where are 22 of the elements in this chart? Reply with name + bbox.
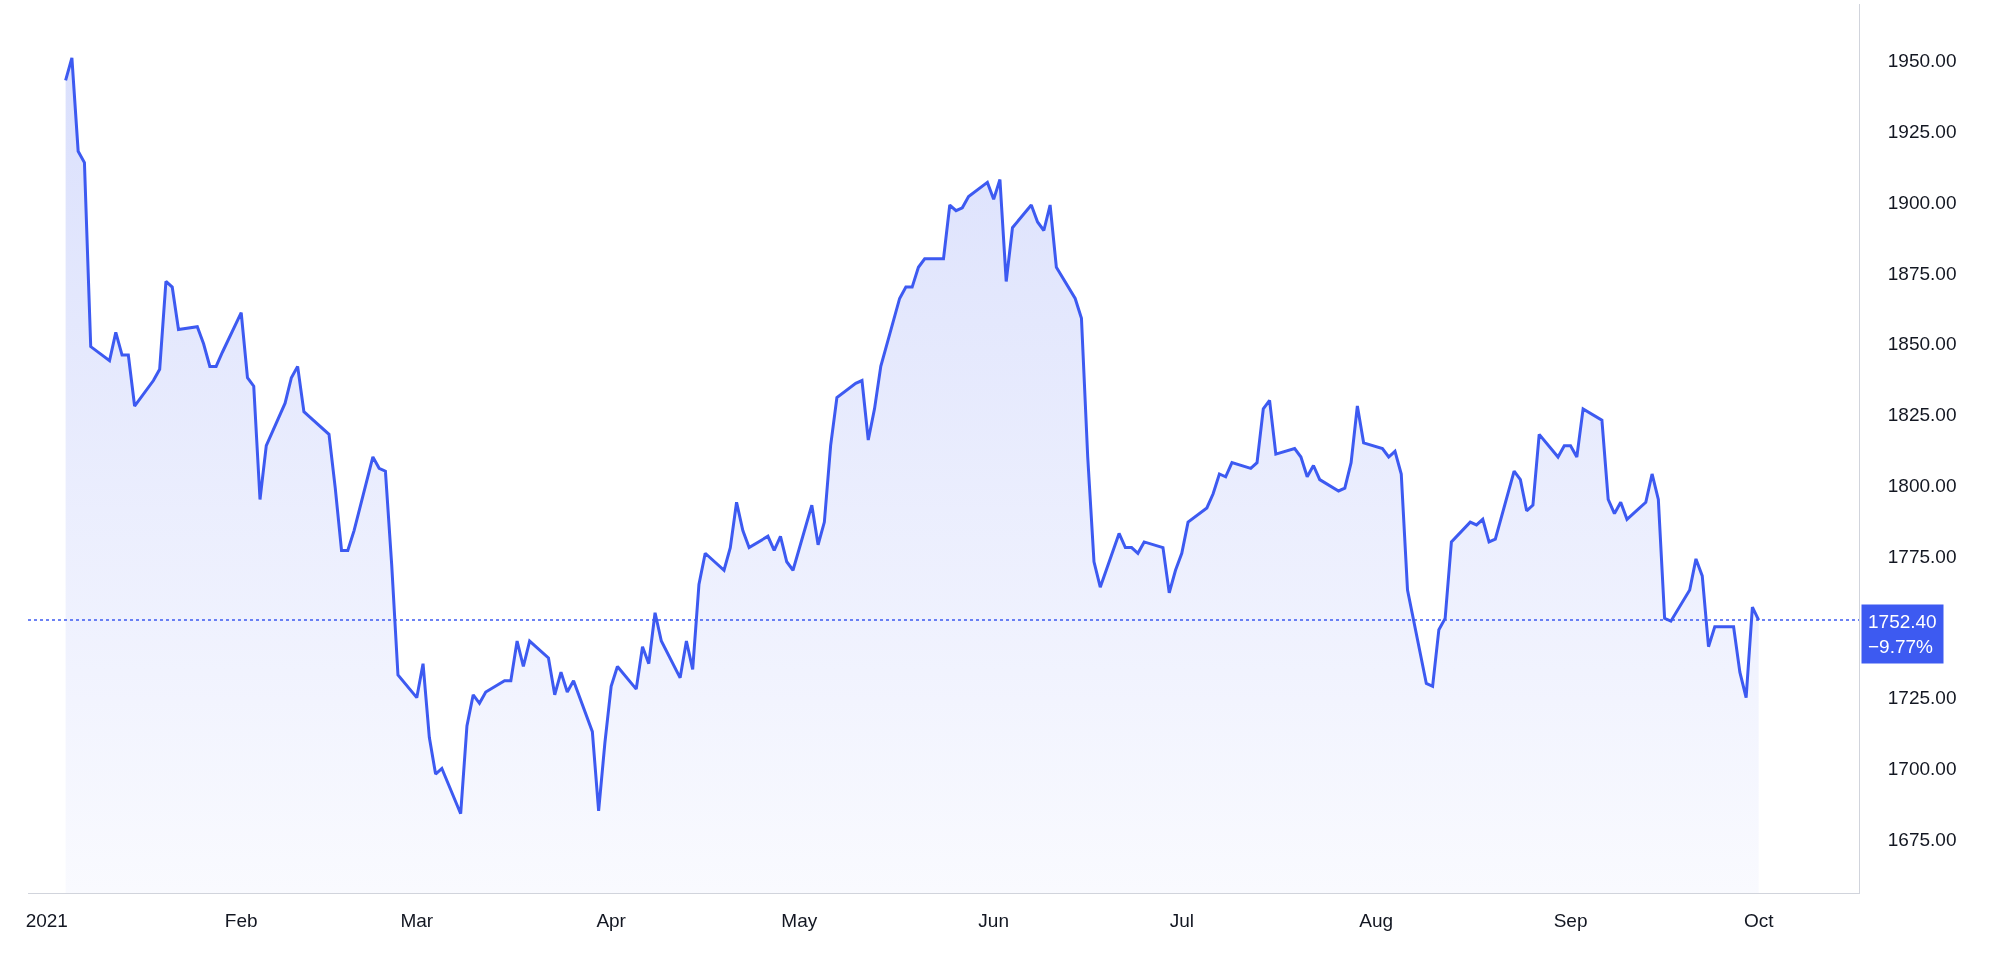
y-tick-label: 1700.00 (1887, 758, 1957, 780)
x-tick-label: Sep (1553, 909, 1588, 931)
y-tick-label: 1775.00 (1887, 545, 1957, 567)
x-tick-label: Feb (224, 909, 258, 931)
x-tick-label: Mar (400, 909, 434, 931)
y-tick-label: 1800.00 (1887, 474, 1957, 496)
x-tick-label: Jun (978, 909, 1009, 931)
x-tick-label: Oct (1743, 909, 1775, 931)
y-tick-label: 1850.00 (1887, 333, 1957, 355)
x-tick-label: Aug (1359, 909, 1394, 931)
y-tick-label: 1875.00 (1887, 262, 1957, 284)
x-tick-label: May (781, 909, 818, 931)
y-tick-label: 1725.00 (1887, 687, 1957, 709)
y-tick-label: 1675.00 (1887, 828, 1957, 850)
y-tick-label: 1900.00 (1887, 191, 1957, 213)
x-tick-label: 2021 (25, 909, 68, 931)
y-tick-label: 1825.00 (1887, 404, 1957, 426)
ref-line-label: 1752.40 −9.77% (1868, 611, 1937, 657)
x-tick-label: Jul (1169, 909, 1194, 931)
y-tick-label: 1950.00 (1887, 50, 1957, 72)
y-tick-label: 1925.00 (1887, 121, 1957, 143)
x-tick-label: Apr (596, 909, 627, 931)
